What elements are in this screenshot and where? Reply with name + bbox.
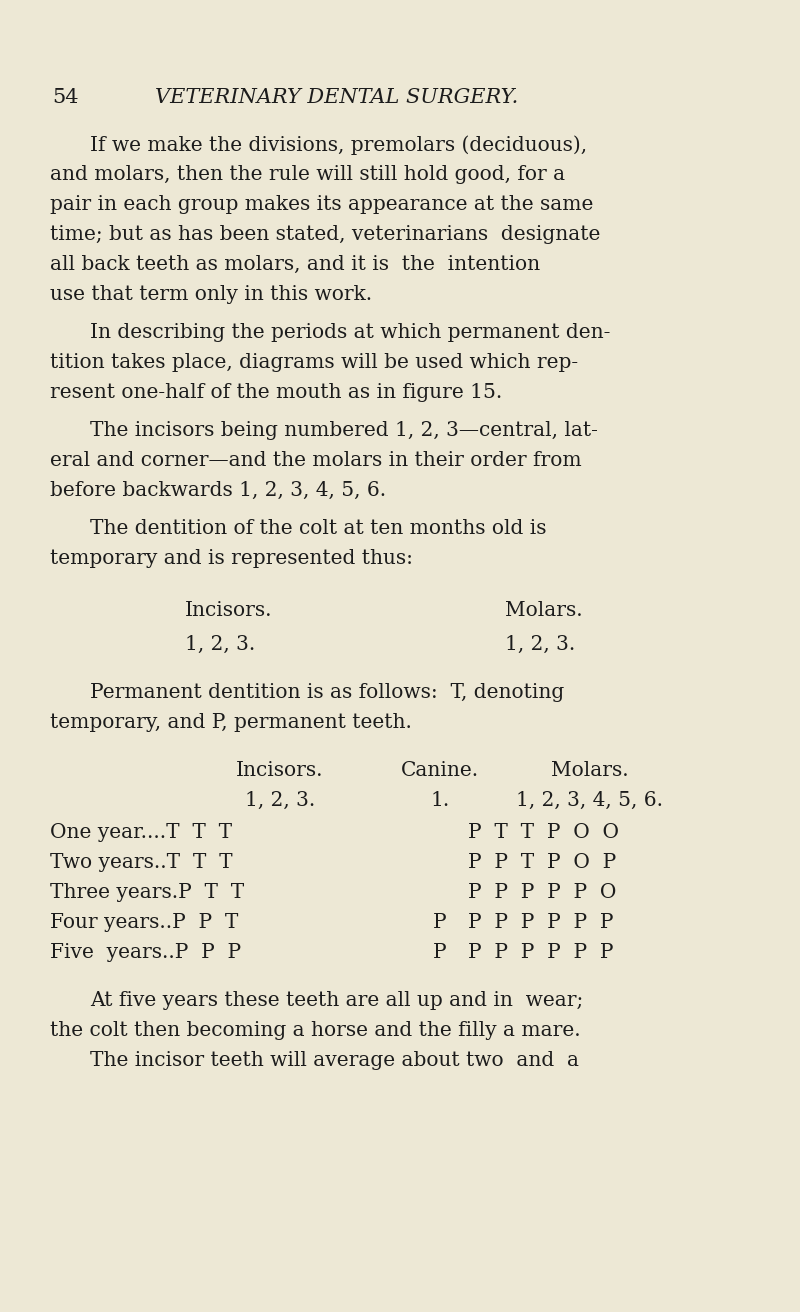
Text: the colt then becoming a horse and the filly a mare.: the colt then becoming a horse and the f…: [50, 1021, 581, 1040]
Text: temporary and is represented thus:: temporary and is represented thus:: [50, 548, 413, 568]
Text: If we make the divisions, premolars (deciduous),: If we make the divisions, premolars (dec…: [90, 135, 587, 155]
Text: The incisor teeth will average about two  and  a: The incisor teeth will average about two…: [90, 1051, 579, 1071]
Text: P  P  P  P  P  P: P P P P P P: [468, 943, 614, 962]
Text: Incisors.: Incisors.: [185, 601, 273, 621]
Text: One year....T  T  T: One year....T T T: [50, 823, 232, 842]
Text: pair in each group makes its appearance at the same: pair in each group makes its appearance …: [50, 195, 594, 214]
Text: At five years these teeth are all up and in  wear;: At five years these teeth are all up and…: [90, 991, 583, 1010]
Text: 1, 2, 3.: 1, 2, 3.: [185, 635, 255, 653]
Text: The dentition of the colt at ten months old is: The dentition of the colt at ten months …: [90, 520, 546, 538]
Text: eral and corner—and the molars in their order from: eral and corner—and the molars in their …: [50, 451, 582, 470]
Text: Canine.: Canine.: [401, 761, 479, 781]
Text: time; but as has been stated, veterinarians  designate: time; but as has been stated, veterinari…: [50, 224, 600, 244]
Text: use that term only in this work.: use that term only in this work.: [50, 285, 372, 304]
Text: 1, 2, 3, 4, 5, 6.: 1, 2, 3, 4, 5, 6.: [517, 791, 663, 810]
Text: temporary, and P, permanent teeth.: temporary, and P, permanent teeth.: [50, 712, 412, 732]
Text: 54: 54: [52, 88, 78, 108]
Text: 1, 2, 3.: 1, 2, 3.: [245, 791, 315, 810]
Text: Permanent dentition is as follows:  T, denoting: Permanent dentition is as follows: T, de…: [90, 684, 564, 702]
Text: P  P  P  P  P  O: P P P P P O: [468, 883, 616, 903]
Text: P: P: [433, 943, 447, 962]
Text: before backwards 1, 2, 3, 4, 5, 6.: before backwards 1, 2, 3, 4, 5, 6.: [50, 482, 386, 500]
Text: and molars, then the rule will still hold good, for a: and molars, then the rule will still hol…: [50, 165, 565, 184]
Text: tition takes place, diagrams will be used which rep-: tition takes place, diagrams will be use…: [50, 353, 578, 373]
Text: 1.: 1.: [430, 791, 450, 810]
Text: Four years..P  P  T: Four years..P P T: [50, 913, 238, 932]
Text: P: P: [433, 913, 447, 932]
Text: P  P  T  P  O  P: P P T P O P: [468, 853, 616, 872]
Text: Molars.: Molars.: [505, 601, 582, 621]
Text: Three years.P  T  T: Three years.P T T: [50, 883, 244, 903]
Text: Molars.: Molars.: [551, 761, 629, 781]
Text: In describing the periods at which permanent den-: In describing the periods at which perma…: [90, 323, 610, 342]
Text: P  P  P  P  P  P: P P P P P P: [468, 913, 614, 932]
Text: The incisors being numbered 1, 2, 3—central, lat-: The incisors being numbered 1, 2, 3—cent…: [90, 421, 598, 440]
Text: resent one-half of the mouth as in figure 15.: resent one-half of the mouth as in figur…: [50, 383, 502, 401]
Text: 1, 2, 3.: 1, 2, 3.: [505, 635, 575, 653]
Text: Two years..T  T  T: Two years..T T T: [50, 853, 233, 872]
Text: VETERINARY DENTAL SURGERY.: VETERINARY DENTAL SURGERY.: [155, 88, 518, 108]
Text: Five  years..P  P  P: Five years..P P P: [50, 943, 241, 962]
Text: P  T  T  P  O  O: P T T P O O: [468, 823, 619, 842]
Text: all back teeth as molars, and it is  the  intention: all back teeth as molars, and it is the …: [50, 255, 540, 274]
Text: Incisors.: Incisors.: [236, 761, 324, 781]
